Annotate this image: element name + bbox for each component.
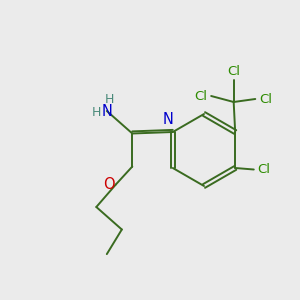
- Text: Cl: Cl: [227, 65, 240, 78]
- Text: Cl: Cl: [257, 163, 270, 176]
- Text: Cl: Cl: [195, 89, 208, 103]
- Text: Cl: Cl: [259, 92, 272, 106]
- Text: N: N: [101, 103, 112, 118]
- Text: N: N: [163, 112, 174, 127]
- Text: H: H: [92, 106, 101, 119]
- Text: H: H: [104, 93, 114, 106]
- Text: O: O: [103, 177, 114, 192]
